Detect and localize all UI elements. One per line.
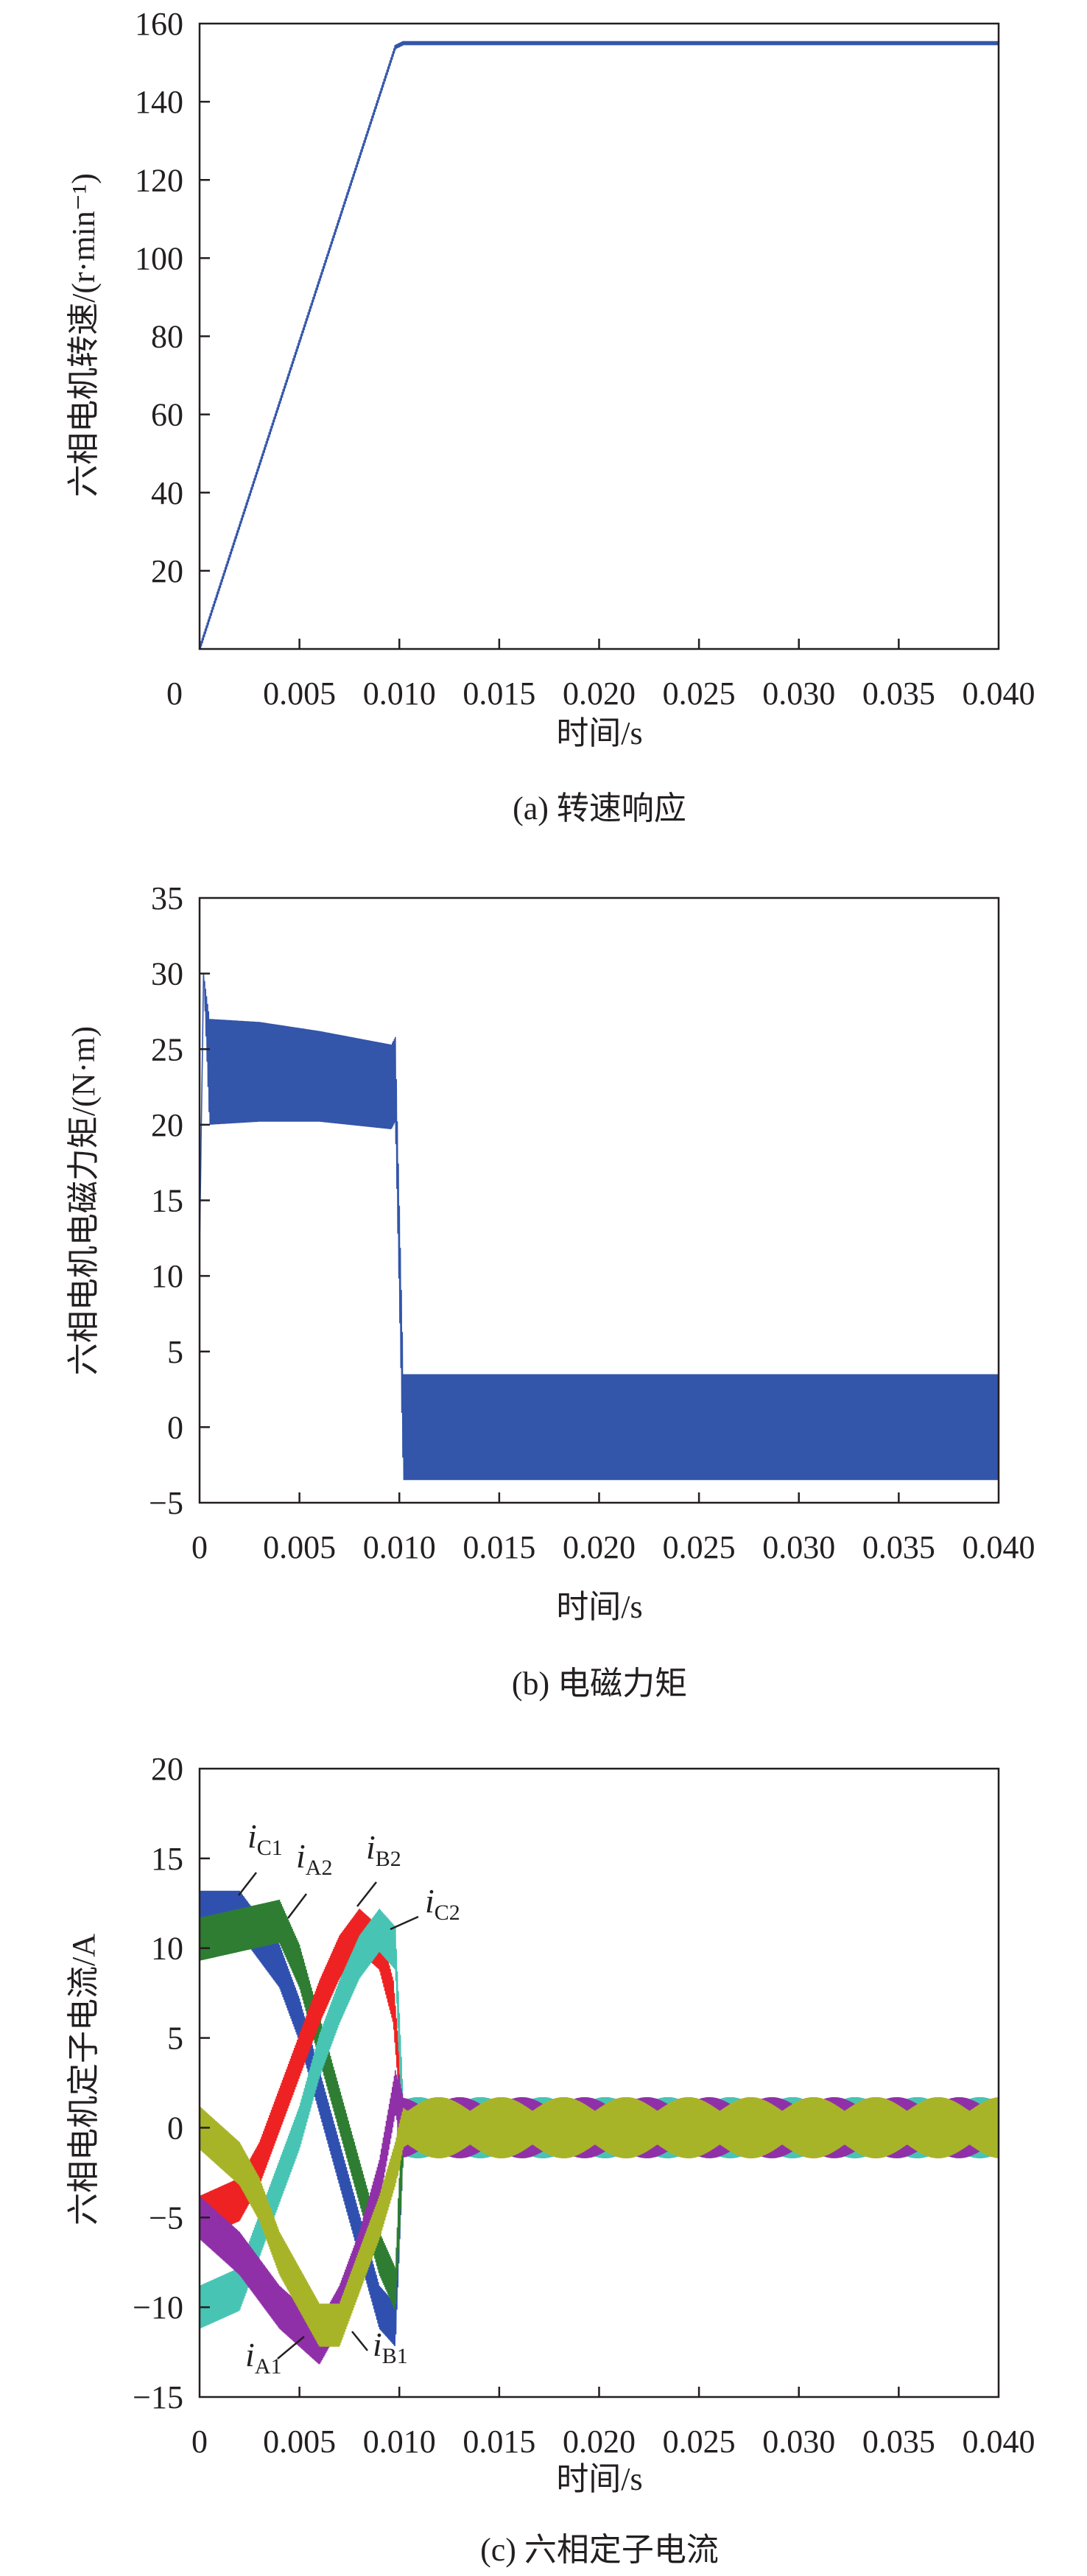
x-tick-label: 0.015: [462, 675, 535, 712]
x-tick-label: 0.010: [363, 675, 436, 712]
x-tick-label: 0.010: [363, 1529, 436, 1565]
y-tick-label: 30: [151, 956, 183, 992]
x-axis-label: 时间/s: [556, 2461, 642, 2497]
y-tick-label: 40: [151, 475, 183, 511]
y-tick-label: −5: [149, 2200, 183, 2236]
x-tick-label: 0.025: [663, 1529, 736, 1565]
y-tick-label: 15: [151, 1183, 183, 1219]
y-tick-label: −5: [149, 1485, 183, 1521]
y-tick-label: 15: [151, 1841, 183, 1877]
x-tick-label: 0.020: [563, 675, 636, 712]
y-tick-label: 120: [135, 162, 183, 198]
x-tick-label: 0.040: [963, 675, 1035, 712]
chart-speed-response: 时间/s (a) 转速响应 六相电机转速/(r·min⁻¹) 0 0.005 0.0…: [66, 6, 1035, 827]
y-tick-label: 140: [135, 84, 183, 120]
leader-line: [238, 1872, 257, 1896]
series-label: iB1: [373, 2326, 408, 2368]
annotation-iC2: iC2: [390, 1882, 460, 1931]
series-label: iC1: [247, 1817, 283, 1860]
y-tick-label: 20: [151, 553, 183, 589]
x-tick-label: 0.015: [462, 2424, 535, 2460]
caption: (a) 转速响应: [513, 790, 686, 827]
y-axis-label: 六相电机转速/(r·min⁻¹): [66, 173, 102, 497]
y-tick-label: 5: [167, 2021, 183, 2057]
x-axis-label: 时间/s: [556, 715, 642, 751]
y-tick-label: 10: [151, 1258, 183, 1294]
x-tick-label: 0.005: [263, 1529, 336, 1565]
x-tick-label: 0.020: [563, 1529, 636, 1565]
annotation-iC1: iC1: [238, 1817, 283, 1896]
series-line: [198, 41, 1000, 650]
x-tick-label: 0.030: [762, 1529, 835, 1565]
y-tick-label: 20: [151, 1751, 183, 1787]
y-tick-label: −10: [133, 2289, 183, 2326]
annotation-iA1: iA1: [245, 2336, 305, 2379]
x-tick-label: 0.025: [663, 675, 736, 712]
chart-stator-currents: 时间/s (c) 六相定子电流 六相电机定子电流/A 0 0.005 0.010 0.…: [66, 1751, 1035, 2568]
series-line: [199, 973, 999, 1481]
x-tick-label: 0: [191, 1529, 208, 1565]
y-tick-label: 10: [151, 1931, 183, 1967]
caption: (c) 六相定子电流: [480, 2532, 719, 2568]
x-tick-label: 0.030: [762, 2424, 835, 2460]
leader-line: [356, 1881, 377, 1907]
x-tick-label: 0.040: [963, 1529, 1035, 1565]
x-tick-label: 0: [191, 2424, 208, 2460]
y-tick-label: 0: [167, 1409, 183, 1445]
y-tick-label: 160: [135, 6, 183, 42]
x-tick-label: 0.005: [263, 2424, 336, 2460]
caption: (b) 电磁力矩: [512, 1666, 687, 1702]
x-tick-label: 0.010: [363, 2424, 436, 2460]
plot-area: [199, 973, 999, 1481]
leader-line: [277, 2336, 305, 2359]
series-label: iB2: [366, 1828, 401, 1871]
y-tick-label: 60: [151, 397, 183, 433]
x-tick-label: 0.035: [862, 675, 935, 712]
y-tick-label: 0: [167, 2110, 183, 2146]
x-tick-label: 0.020: [563, 2424, 636, 2460]
x-tick-label: 0.035: [862, 1529, 935, 1565]
series-label: iA2: [296, 1837, 332, 1880]
x-tick-label: 0.035: [862, 2424, 935, 2460]
y-tick-label: −15: [133, 2379, 183, 2415]
plot-frame: [198, 22, 1000, 650]
annotation-iB2: iB2: [356, 1828, 401, 1907]
y-tick-label: 80: [151, 319, 183, 355]
x-tick-label: 0.030: [762, 675, 835, 712]
annotation-iA2: iA2: [287, 1837, 332, 1919]
y-tick-label: 20: [151, 1107, 183, 1143]
leader-line: [390, 1915, 419, 1931]
y-tick-label: 5: [167, 1334, 183, 1370]
series-label: iA1: [245, 2336, 281, 2379]
x-tick-label: 0.025: [663, 2424, 736, 2460]
x-tick-label: 0: [166, 675, 183, 712]
y-axis-label: 六相电机电磁力矩/(N·m): [66, 1026, 102, 1375]
leader-line: [287, 1893, 307, 1919]
plot-area: [199, 1890, 999, 2365]
plot-area: [198, 41, 1000, 650]
x-axis-label: 时间/s: [556, 1589, 642, 1625]
x-tick-label: 0.005: [263, 675, 336, 712]
y-tick-label: 100: [135, 240, 183, 276]
series-label: iC2: [425, 1882, 460, 1925]
x-tick-label: 0.040: [963, 2424, 1035, 2460]
annotation-iB1: iB1: [351, 2326, 408, 2368]
series-line-iB1: [199, 2096, 999, 2347]
leader-line: [351, 2331, 368, 2351]
y-tick-label: 35: [151, 880, 183, 916]
y-axis-label: 六相电机定子电流/A: [66, 1934, 102, 2225]
y-tick-label: 25: [151, 1031, 183, 1067]
x-tick-label: 0.015: [462, 1529, 535, 1565]
chart-electromagnetic-torque: 时间/s (b) 电磁力矩 六相电机电磁力矩/(N·m) 0 0.005 0.010…: [66, 880, 1035, 1702]
